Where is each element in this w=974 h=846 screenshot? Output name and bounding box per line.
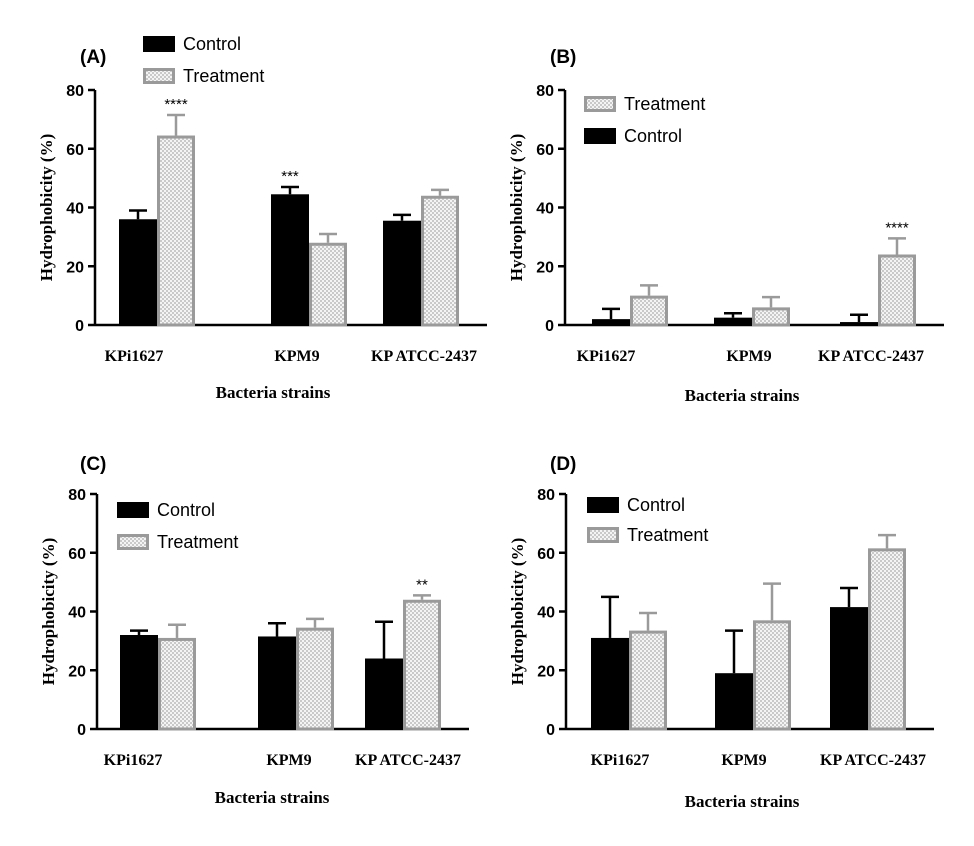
legend-label-treatment: Treatment xyxy=(627,525,708,545)
legend-swatch-control xyxy=(587,497,619,513)
y-tick-label: 80 xyxy=(68,487,86,504)
y-tick-label: 60 xyxy=(536,142,554,159)
y-tick-label: 20 xyxy=(68,663,86,680)
legend: Treatment Control xyxy=(584,94,705,146)
legend: Control Treatment xyxy=(587,495,708,545)
y-tick-label: 0 xyxy=(75,318,84,335)
y-axis-title: Hydrophobicity (%) xyxy=(508,538,527,686)
legend-label-control: Control xyxy=(183,34,241,54)
y-axis-title: Hydrophobicity (%) xyxy=(39,538,58,686)
x-tick-label: KPi1627 xyxy=(591,752,650,769)
legend-swatch-treatment xyxy=(143,68,175,84)
y-tick-label: 40 xyxy=(537,605,555,622)
bar-treatment-1 xyxy=(158,637,196,731)
legend-swatch-control xyxy=(584,128,616,144)
x-tick-label: KP ATCC-2437 xyxy=(820,752,926,769)
x-tick-label: KPM9 xyxy=(721,752,766,769)
bar-control-1 xyxy=(591,637,629,729)
bar-control-1 xyxy=(592,319,630,325)
chart-panel-1: (A) 0 20 40 60 80 Hydrophobicity (%) KPi1627 KPM… xyxy=(37,34,487,402)
y-tick-label: 20 xyxy=(537,663,555,680)
y-tick-label: 60 xyxy=(537,546,555,563)
x-tick-label: KP ATCC-2437 xyxy=(355,752,461,769)
legend-label-control: Control xyxy=(157,500,215,520)
chart-panel-4: (D) 0 20 40 60 80 Hydrophobicity (%) KPi1627 KPM… xyxy=(508,454,934,811)
x-axis-title: Bacteria strains xyxy=(215,788,330,807)
x-tick-label: KPi1627 xyxy=(577,348,636,365)
bar-control-2 xyxy=(714,317,752,325)
y-axis-title: Hydrophobicity (%) xyxy=(37,134,56,282)
bar-control-3 xyxy=(840,322,878,325)
y-tick-label: 60 xyxy=(66,142,84,159)
x-tick-label: KPi1627 xyxy=(105,348,164,365)
legend-label-treatment: Treatment xyxy=(183,66,264,86)
panel-label: (A) xyxy=(80,47,106,68)
x-axis-title: Bacteria strains xyxy=(685,792,800,811)
chart-panel-2: (B) 0 20 40 60 80 Hydrophobicity (%) KPi1627 KPM… xyxy=(507,47,944,405)
y-tick-label: 40 xyxy=(68,605,86,622)
bar-treatment-2 xyxy=(752,307,790,327)
x-tick-label: KP ATCC-2437 xyxy=(818,348,924,365)
significance-label: **** xyxy=(885,219,909,236)
y-tick-label: 80 xyxy=(536,83,554,100)
bar-control-1 xyxy=(119,219,157,325)
panel-label: (C) xyxy=(80,454,106,475)
legend-label-treatment: Treatment xyxy=(157,532,238,552)
x-tick-label: KPM9 xyxy=(726,348,771,365)
bar-control-1 xyxy=(120,635,158,729)
y-tick-label: 0 xyxy=(77,722,86,739)
bar-treatment-3 xyxy=(878,254,916,327)
legend-swatch-treatment xyxy=(584,96,616,112)
panel-label: (D) xyxy=(550,454,576,475)
x-axis-title: Bacteria strains xyxy=(685,386,800,405)
y-tick-label: 20 xyxy=(536,259,554,276)
legend-label-control: Control xyxy=(624,126,682,146)
legend: Control Treatment xyxy=(143,34,264,86)
legend-label-treatment: Treatment xyxy=(624,94,705,114)
x-tick-label: KP ATCC-2437 xyxy=(371,348,477,365)
significance-label: ** xyxy=(416,576,428,593)
y-tick-label: 80 xyxy=(66,83,84,100)
x-tick-label: KPM9 xyxy=(266,752,311,769)
panels: (A) 0 20 40 60 80 Hydrophobicity (%) KPi1627 KPM… xyxy=(37,34,944,811)
y-tick-label: 0 xyxy=(546,722,555,739)
y-tick-label: 0 xyxy=(545,318,554,335)
bar-treatment-3 xyxy=(403,599,441,731)
bar-control-2 xyxy=(258,636,296,729)
legend-swatch-control xyxy=(117,502,149,518)
significance-label: **** xyxy=(164,96,188,113)
bar-treatment-2 xyxy=(296,627,334,731)
legend: Control Treatment xyxy=(117,500,238,552)
bar-treatment-1 xyxy=(630,295,668,327)
bar-treatment-3 xyxy=(868,548,906,731)
bar-treatment-1 xyxy=(629,630,667,731)
bar-control-3 xyxy=(365,658,403,729)
legend-label-control: Control xyxy=(627,495,685,515)
y-tick-label: 20 xyxy=(66,259,84,276)
bar-treatment-2 xyxy=(753,620,791,731)
significance-label: *** xyxy=(281,168,299,185)
legend-swatch-treatment xyxy=(117,534,149,550)
y-axis-title: Hydrophobicity (%) xyxy=(507,134,526,282)
y-tick-label: 80 xyxy=(537,487,555,504)
y-tick-label: 60 xyxy=(68,546,86,563)
x-axis-title: Bacteria strains xyxy=(216,383,331,402)
bar-control-2 xyxy=(715,673,753,729)
x-tick-label: KPi1627 xyxy=(104,752,163,769)
y-tick-label: 40 xyxy=(536,201,554,218)
bar-control-2 xyxy=(271,194,309,325)
chart-panel-3: (C) 0 20 40 60 80 Hydrophobicity (%) KPi1627 KPM… xyxy=(39,454,469,807)
bar-treatment-1 xyxy=(157,135,195,327)
bar-treatment-2 xyxy=(309,242,347,327)
legend-swatch-treatment xyxy=(587,527,619,543)
legend-swatch-control xyxy=(143,36,175,52)
y-tick-label: 40 xyxy=(66,201,84,218)
bar-control-3 xyxy=(383,220,421,325)
bar-treatment-3 xyxy=(421,195,459,327)
bar-control-3 xyxy=(830,607,868,729)
panel-label: (B) xyxy=(550,47,576,68)
x-tick-label: KPM9 xyxy=(274,348,319,365)
